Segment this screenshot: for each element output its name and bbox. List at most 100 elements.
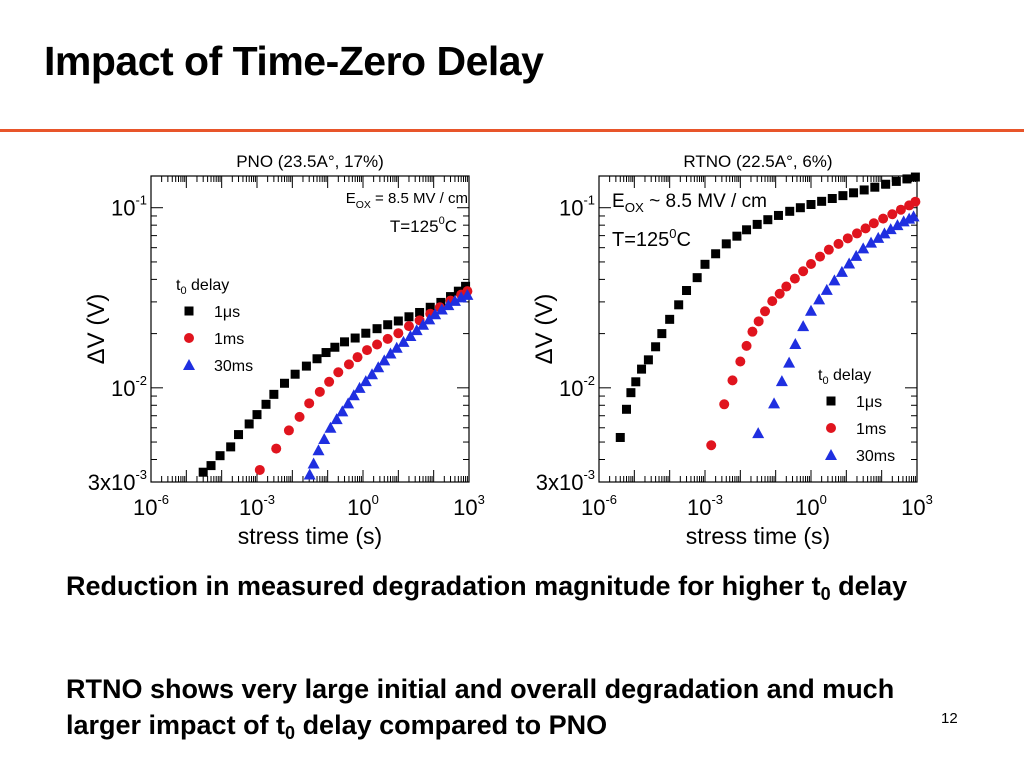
page-title: Impact of Time-Zero Delay: [44, 38, 544, 84]
data-point: [753, 316, 764, 327]
series-3: [303, 288, 474, 480]
y-tick-label: 3x10-3: [88, 467, 147, 495]
data-point: [735, 356, 746, 367]
legend-label: 1ms: [214, 331, 244, 348]
x-tick-label: 10-6: [581, 492, 617, 520]
y-tick-exponent: -2: [583, 373, 595, 388]
legend-title-sub: 0: [180, 285, 186, 297]
data-point: [290, 369, 300, 379]
legend-title: t0 delay: [176, 277, 229, 297]
data-point: [843, 257, 856, 269]
x-tick-mantissa: 10: [581, 495, 605, 520]
page-number: 12: [941, 710, 958, 727]
data-point: [226, 442, 236, 452]
chart-title: PNO (23.5A°, 17%): [236, 152, 384, 171]
data-point: [372, 339, 383, 350]
data-point: [742, 225, 752, 235]
data-point: [878, 227, 891, 239]
temp-unit: C: [677, 229, 691, 251]
data-point: [324, 421, 337, 433]
data-point: [206, 461, 216, 471]
x-tick-exponent: 3: [926, 492, 933, 507]
x-tick-mantissa: 10: [901, 495, 925, 520]
data-point: [442, 299, 455, 311]
data-point: [359, 375, 372, 387]
data-point: [859, 185, 869, 195]
x-tick-mantissa: 10: [239, 495, 263, 520]
data-point: [410, 324, 423, 336]
data-point: [353, 381, 366, 393]
data-point: [850, 249, 863, 261]
title-divider: [0, 129, 1024, 132]
x-tick-exponent: 0: [820, 492, 827, 507]
data-point: [314, 386, 325, 397]
legend-label: 1μs: [856, 394, 882, 411]
data-point: [860, 223, 871, 234]
x-tick-label: 100: [795, 492, 827, 520]
legend-label: 30ms: [214, 358, 253, 375]
data-point: [872, 231, 885, 243]
data-point: [372, 324, 382, 334]
data-point: [747, 326, 758, 337]
legend-label: 1ms: [856, 421, 886, 438]
temp-annotation: T=1250C: [390, 215, 457, 236]
x-tick-label: 10-3: [239, 492, 275, 520]
data-point: [307, 457, 320, 469]
data-point: [312, 354, 322, 364]
x-tick-mantissa: 10: [687, 495, 711, 520]
data-point: [842, 233, 853, 244]
legend-marker: [184, 333, 194, 343]
data-point: [621, 404, 631, 414]
data-point: [775, 375, 788, 387]
y-tick-exponent: -3: [583, 467, 595, 482]
bullet-reduction: Reduction in measured degradation magnit…: [66, 568, 966, 612]
data-point: [828, 274, 841, 286]
data-point: [362, 345, 373, 356]
data-point: [352, 352, 363, 363]
data-point: [254, 464, 265, 475]
bullet-reduction-text: Reduction in measured degradation magnit…: [66, 571, 821, 601]
data-point: [340, 337, 350, 347]
bullet-rtno-text: RTNO shows very large initial and overal…: [66, 674, 895, 740]
data-point: [343, 359, 354, 370]
data-point: [234, 430, 244, 440]
eox-value: ~ 8.5 MV / cm: [644, 191, 767, 212]
series-1: [198, 281, 471, 477]
data-point: [910, 172, 920, 182]
data-point: [727, 375, 738, 386]
data-point: [827, 194, 837, 204]
x-tick-mantissa: 10: [795, 495, 819, 520]
eox-annotation: EOX = 8.5 MV / cm: [346, 190, 468, 211]
legend-title-sub: 0: [822, 375, 828, 387]
data-point: [372, 361, 385, 373]
data-point: [404, 329, 417, 341]
data-point: [833, 238, 844, 249]
data-point: [895, 204, 906, 215]
legend-marker: [184, 306, 194, 316]
data-point: [781, 281, 792, 292]
data-point: [752, 219, 762, 229]
y-tick-label: 10-1: [111, 193, 147, 221]
legend-title: t0 delay: [818, 367, 871, 387]
data-point: [318, 432, 331, 444]
data-point: [773, 210, 783, 220]
legend-marker: [826, 396, 836, 406]
data-point: [393, 316, 403, 326]
data-point: [760, 306, 771, 317]
data-point: [342, 397, 355, 409]
data-point: [301, 361, 311, 371]
data-point: [393, 328, 404, 339]
data-point: [815, 251, 826, 262]
data-point: [626, 388, 636, 398]
data-point: [817, 196, 827, 206]
data-point: [884, 223, 897, 235]
data-point: [615, 432, 625, 442]
eox-e: E: [612, 191, 625, 212]
y-tick-label: 10-1: [559, 193, 595, 221]
x-tick-mantissa: 10: [453, 495, 477, 520]
temp-sup: 0: [439, 215, 445, 227]
legend-label: 30ms: [856, 448, 895, 465]
data-point: [682, 286, 692, 296]
data-point: [798, 266, 809, 277]
